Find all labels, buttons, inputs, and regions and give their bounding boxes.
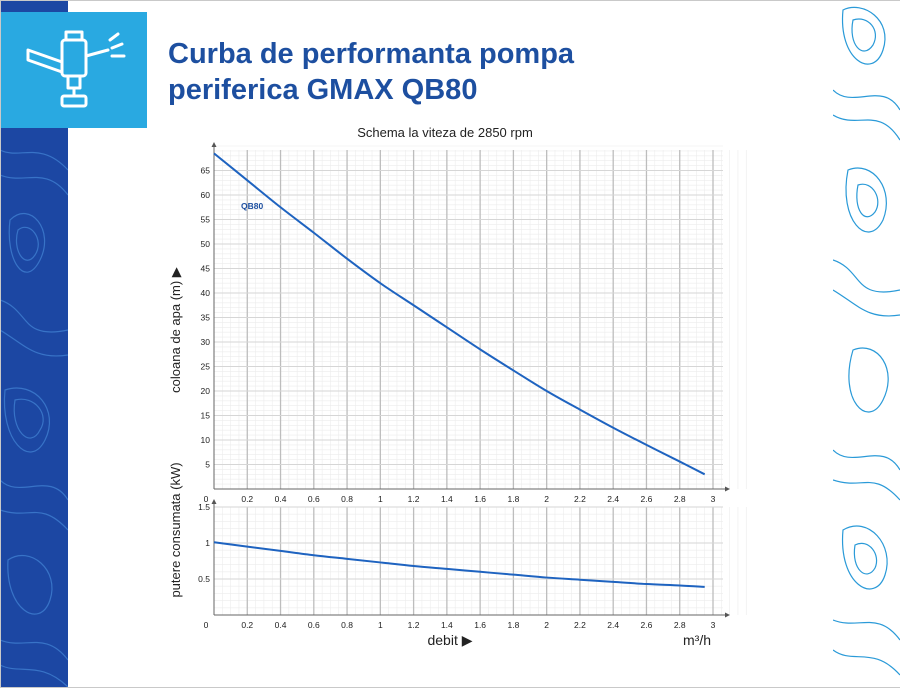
y-tick-label: 0.5 (198, 574, 210, 584)
x-tick-label: 2.6 (641, 620, 653, 630)
x-tick-label: 1.8 (507, 494, 519, 504)
chart-title: Schema la viteza de 2850 rpm (357, 125, 533, 140)
x-axis-arrow (725, 487, 730, 492)
y-tick-label: 35 (201, 313, 211, 323)
y-tick-label: 55 (201, 215, 211, 225)
x-tick-label: 1 (378, 620, 383, 630)
x-tick-label: 2.4 (607, 494, 619, 504)
x-tick-label: 1.6 (474, 620, 486, 630)
x-tick-label: 1.4 (441, 620, 453, 630)
x-tick-label: 2 (544, 494, 549, 504)
x-tick-label: 0.8 (341, 620, 353, 630)
y-tick-label: 20 (201, 386, 211, 396)
y-axis-label-power: putere consumata (kW) (168, 462, 183, 597)
x-tick-label: 0.4 (275, 620, 287, 630)
y-tick-label: 1.5 (198, 502, 210, 512)
x-tick-label: 1 (378, 494, 383, 504)
x-tick-label: 2.2 (574, 620, 586, 630)
y-tick-label: 60 (201, 190, 211, 200)
x-tick-label: 2.2 (574, 494, 586, 504)
x-tick-label: 2 (544, 620, 549, 630)
y-tick-label: 50 (201, 239, 211, 249)
x-tick-label: 0.6 (308, 494, 320, 504)
x-tick-label: 1.6 (474, 494, 486, 504)
x-tick-label: 3 (711, 620, 716, 630)
x-tick-label: 0.4 (275, 494, 287, 504)
y-tick-label: 10 (201, 435, 211, 445)
y-tick-label: 5 (205, 460, 210, 470)
y-tick-label: 40 (201, 288, 211, 298)
y-tick-label: 30 (201, 337, 211, 347)
x-tick-label: 2.8 (674, 620, 686, 630)
series-line (214, 153, 705, 474)
x-tick-label: 2.4 (607, 620, 619, 630)
series-label: QB80 (241, 201, 263, 211)
x-tick-label: 3 (711, 494, 716, 504)
x-axis-arrow (725, 613, 730, 618)
y-tick-label: 1 (205, 538, 210, 548)
x-tick-label: 1.2 (408, 494, 420, 504)
y-axis-arrow (212, 142, 217, 147)
x-tick-label: 2.6 (641, 494, 653, 504)
power-chart: 0 0.2 0.4 0.6 0.8 1 1.2 1.4 1.6 1.8 2 2.2 2.4 2.6 2.8 3… (198, 499, 746, 630)
x-axis-label: debit ▶ (427, 632, 472, 648)
y-tick-label: 45 (201, 264, 211, 274)
x-tick-label: 0.8 (341, 494, 353, 504)
y-tick-label: 15 (201, 411, 211, 421)
y-tick-label: 25 (201, 362, 211, 372)
x-tick-label: 1.4 (441, 494, 453, 504)
x-axis-unit: m³/h (683, 632, 711, 648)
x-tick-label: 0 (204, 620, 209, 630)
x-tick-label: 0.6 (308, 620, 320, 630)
x-tick-label: 2.8 (674, 494, 686, 504)
y-tick-label: 65 (201, 166, 211, 176)
y-axis-arrow (212, 499, 217, 504)
y-axis-label-head: coloana de apa (m) ▶ (168, 267, 183, 393)
x-tick-label: 0.2 (241, 620, 253, 630)
x-tick-label: 0.2 (241, 494, 253, 504)
x-tick-label: 1.2 (408, 620, 420, 630)
x-tick-label: 1.8 (507, 620, 519, 630)
